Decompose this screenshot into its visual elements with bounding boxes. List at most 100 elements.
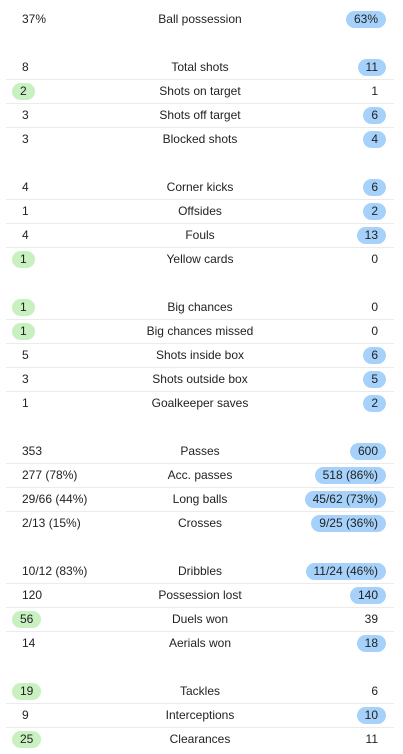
stat-row: Shots off target 3 6 <box>6 104 394 128</box>
away-value: 0 <box>371 252 378 266</box>
stat-name: Ball possession <box>158 12 242 26</box>
stat-name: Big chances <box>167 300 233 314</box>
away-value: 6 <box>363 347 386 364</box>
stat-row: Duels won 56 39 <box>6 608 394 632</box>
away-value: 0 <box>371 324 378 338</box>
stat-name: Passes <box>180 444 220 458</box>
away-value: 5 <box>363 371 386 388</box>
stat-row: Acc. passes 277 (78%) 518 (86%) <box>6 464 394 488</box>
stat-name: Long balls <box>172 492 228 506</box>
home-value: 9 <box>22 708 29 722</box>
stat-name: Acc. passes <box>167 468 233 482</box>
home-value: 353 <box>22 444 43 458</box>
home-value: 120 <box>22 588 43 602</box>
home-value: 1 <box>12 323 35 340</box>
away-value: 0 <box>371 300 378 314</box>
home-value: 2/13 (15%) <box>22 516 81 530</box>
stat-name: Total shots <box>171 60 229 74</box>
home-value: 56 <box>12 611 42 628</box>
stat-row: Big chances 1 0 <box>6 296 394 320</box>
away-value: 2 <box>363 203 386 220</box>
away-value: 6 <box>363 179 386 196</box>
stat-name: Crosses <box>177 516 222 530</box>
stat-row: Shots on target 2 1 <box>6 80 394 104</box>
home-value: 37% <box>22 12 47 26</box>
home-value: 14 <box>22 636 36 650</box>
stat-row: Blocked shots 3 4 <box>6 128 394 152</box>
stat-row: Shots outside box 3 5 <box>6 368 394 392</box>
stat-name: Fouls <box>185 228 215 242</box>
stat-row: Tackles 19 6 <box>6 680 394 704</box>
away-value: 63% <box>345 11 386 28</box>
home-value: 4 <box>22 228 29 242</box>
home-value: 3 <box>22 132 29 146</box>
home-value: 1 <box>12 251 35 268</box>
stat-row: Shots inside box 5 6 <box>6 344 394 368</box>
home-value: 2 <box>12 83 35 100</box>
home-value: 10/12 (83%) <box>22 564 88 578</box>
away-value: 6 <box>371 684 378 698</box>
stat-row: Passes 353 600 <box>6 440 394 464</box>
stat-row: Ball possession 37% 63% <box>6 8 394 32</box>
home-value: 3 <box>22 372 29 386</box>
away-value: 18 <box>356 635 386 652</box>
stat-row: Yellow cards 1 0 <box>6 248 394 272</box>
away-value: 4 <box>363 131 386 148</box>
stat-name: Aerials won <box>168 636 232 650</box>
away-value: 13 <box>356 227 386 244</box>
stat-row: Goalkeeper saves 1 2 <box>6 392 394 416</box>
stat-row: Corner kicks 4 6 <box>6 176 394 200</box>
away-value: 39 <box>364 612 378 626</box>
away-value: 45/62 (73%) <box>304 491 386 508</box>
stat-name: Shots off target <box>159 108 241 122</box>
home-value: 4 <box>22 180 29 194</box>
stat-name: Interceptions <box>165 708 235 722</box>
stat-name: Duels won <box>171 612 229 626</box>
stat-name: Yellow cards <box>166 252 234 266</box>
away-value: 10 <box>356 707 386 724</box>
stat-name: Tackles <box>179 684 220 698</box>
away-value: 11/24 (46%) <box>305 563 386 580</box>
stat-row: Interceptions 9 10 <box>6 704 394 728</box>
stat-name: Possession lost <box>158 588 242 602</box>
stat-name: Shots outside box <box>152 372 248 386</box>
home-value: 277 (78%) <box>22 468 78 482</box>
stat-name: Offsides <box>178 204 222 218</box>
away-value: 11 <box>357 59 386 76</box>
home-value: 3 <box>22 108 29 122</box>
away-value: 6 <box>363 107 386 124</box>
stat-name: Goalkeeper saves <box>151 396 249 410</box>
home-value: 1 <box>22 204 29 218</box>
home-value: 19 <box>12 683 42 700</box>
away-value: 518 (86%) <box>314 467 386 484</box>
stat-name: Shots on target <box>159 84 241 98</box>
stat-name: Blocked shots <box>162 132 238 146</box>
stat-row: Aerials won 14 18 <box>6 632 394 656</box>
stat-name: Shots inside box <box>155 348 245 362</box>
home-value: 5 <box>22 348 29 362</box>
away-value: 1 <box>371 84 378 98</box>
stat-row: Offsides 1 2 <box>6 200 394 224</box>
stat-row: Long balls 29/66 (44%) 45/62 (73%) <box>6 488 394 512</box>
away-value: 600 <box>349 443 386 460</box>
stat-name: Clearances <box>169 732 231 746</box>
home-value: 8 <box>22 60 29 74</box>
stat-row: Possession lost 120 140 <box>6 584 394 608</box>
stat-row: Dribbles 10/12 (83%) 11/24 (46%) <box>6 560 394 584</box>
stat-row: Fouls 4 13 <box>6 224 394 248</box>
home-value: 1 <box>22 396 29 410</box>
away-value: 140 <box>349 587 386 604</box>
home-value: 1 <box>12 299 35 316</box>
away-value: 9/25 (36%) <box>311 515 386 532</box>
away-value: 2 <box>363 395 386 412</box>
stat-row: Clearances 25 11 <box>6 728 394 752</box>
stat-name: Dribbles <box>177 564 222 578</box>
stat-name: Corner kicks <box>166 180 234 194</box>
home-value: 25 <box>12 731 42 748</box>
stat-row: Total shots 8 11 <box>6 56 394 80</box>
stat-row: Crosses 2/13 (15%) 9/25 (36%) <box>6 512 394 536</box>
stat-name: Big chances missed <box>146 324 254 338</box>
home-value: 29/66 (44%) <box>22 492 88 506</box>
stat-row: Big chances missed 1 0 <box>6 320 394 344</box>
